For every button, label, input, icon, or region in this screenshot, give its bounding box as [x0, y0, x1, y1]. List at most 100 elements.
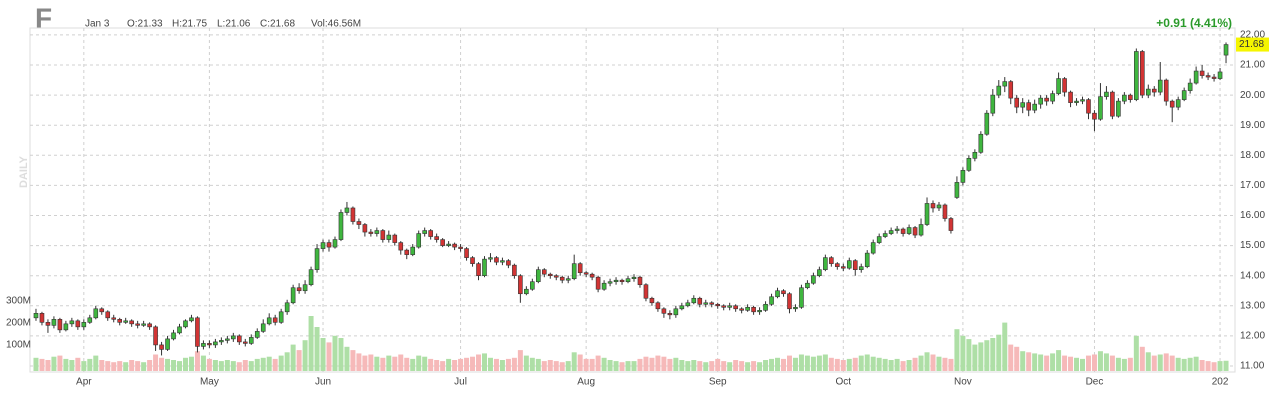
date-label: Jan 3: [85, 19, 110, 30]
volume-bar: [559, 362, 565, 371]
volume-bar: [792, 357, 798, 371]
volume-bar: [39, 358, 45, 371]
candle-body: [87, 317, 93, 323]
plot-frame: [29, 27, 1236, 373]
candle-body: [894, 228, 900, 231]
candle-body: [398, 242, 404, 251]
candle-body: [1163, 79, 1169, 102]
volume-bar: [1097, 351, 1103, 371]
candle-body: [835, 263, 840, 267]
candle-body: [1140, 51, 1145, 96]
candle-body: [254, 331, 260, 338]
volume-bar: [745, 362, 751, 371]
volume-bar: [428, 358, 434, 371]
candle-body: [470, 257, 475, 264]
x-tick-label: Apr: [76, 377, 92, 388]
candle-body: [1080, 99, 1085, 102]
candle-body: [948, 218, 954, 231]
volume-bar: [236, 362, 242, 371]
candle-body: [464, 248, 469, 258]
volume-bar: [75, 357, 81, 371]
volume-bar: [930, 354, 936, 371]
volume-bar: [924, 352, 930, 371]
volume-bar: [840, 360, 846, 371]
candle-body: [966, 158, 972, 171]
volume-bar: [1038, 354, 1044, 371]
candle-body: [1050, 93, 1055, 102]
candle-body: [314, 248, 320, 270]
volume-bar: [553, 361, 559, 371]
candle-body: [841, 266, 846, 269]
candle-body: [1169, 100, 1175, 108]
candle-body: [93, 308, 99, 319]
volume-bar: [655, 355, 661, 371]
volume-bar: [679, 360, 685, 371]
candle-body: [811, 275, 816, 284]
candle-body: [1145, 88, 1151, 96]
volume-bar: [870, 356, 876, 371]
candle-body: [823, 257, 828, 270]
volume-bar: [200, 355, 206, 371]
volume-bar: [1115, 357, 1121, 371]
volume-bar: [51, 356, 57, 371]
volume-bar: [141, 362, 147, 371]
volume-bar: [123, 362, 129, 371]
candle-body: [458, 246, 463, 249]
candle-body: [1134, 51, 1139, 100]
low-label: L:21.06: [217, 19, 251, 30]
volume-bar: [1175, 357, 1181, 371]
candle-body: [643, 284, 649, 299]
candle-body: [195, 317, 200, 347]
candle-body: [213, 341, 218, 346]
volume-bar: [763, 360, 769, 371]
candle-body: [1068, 91, 1073, 103]
volume-bar: [822, 354, 828, 371]
volume-bar: [1056, 350, 1062, 371]
candle-body: [237, 335, 242, 343]
volume-bar: [1008, 344, 1014, 371]
volume-bar: [733, 360, 739, 371]
volume-bar: [57, 355, 63, 371]
volume-bar: [242, 360, 248, 371]
volume-bar: [1109, 355, 1115, 371]
candle-body: [524, 288, 529, 295]
candle-body: [613, 279, 619, 283]
volume-bar: [1193, 356, 1199, 371]
volume-bar: [1068, 356, 1074, 371]
volume-bar: [326, 342, 332, 371]
volume-bar: [1187, 357, 1193, 371]
y-tick-label: 22.00: [1240, 30, 1265, 41]
candle-body: [201, 343, 206, 347]
candle-body: [583, 272, 589, 275]
candle-body: [655, 302, 661, 310]
candle-body: [727, 305, 732, 308]
candle-body: [57, 319, 63, 331]
candle-body: [105, 311, 111, 319]
candle-body: [577, 263, 583, 273]
volume-bar: [535, 358, 541, 371]
candle-body: [422, 230, 427, 234]
volume-bar: [990, 338, 996, 371]
volume-bar: [505, 358, 511, 371]
x-tick-label: Jul: [454, 377, 467, 388]
candle-body: [990, 94, 996, 114]
volume-bar: [452, 360, 458, 371]
volume-bar: [332, 335, 338, 371]
volume-bar: [864, 354, 870, 371]
price-tag-bg: [1236, 37, 1269, 52]
candle-body: [350, 207, 356, 222]
volume-bar: [374, 356, 380, 371]
candle-body: [1122, 94, 1127, 102]
symbol: F: [35, 2, 52, 33]
volume-bar: [1151, 355, 1157, 371]
candle-body: [416, 233, 422, 248]
volume-bar: [595, 355, 601, 371]
volume-bar: [1091, 354, 1097, 371]
candle-body: [673, 308, 679, 316]
candle-body: [1086, 99, 1091, 114]
candle-body: [284, 302, 290, 313]
volume-bar: [470, 356, 476, 371]
candle-body: [918, 224, 924, 236]
candle-body: [153, 326, 158, 346]
volume-bar: [918, 355, 924, 371]
